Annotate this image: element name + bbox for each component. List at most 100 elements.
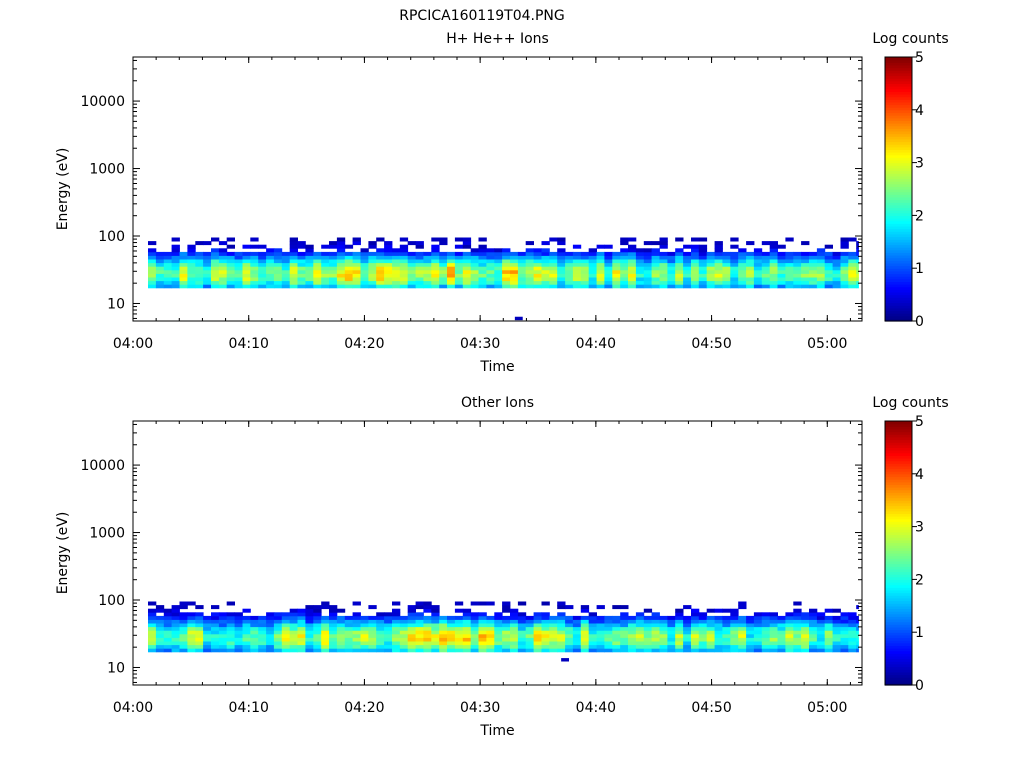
colorbar-step — [885, 62, 912, 66]
heatmap-cell — [816, 630, 826, 635]
heatmap-cell — [171, 269, 180, 274]
heatmap-cell — [628, 248, 637, 253]
heatmap-cell — [691, 637, 700, 642]
heatmap-cell — [801, 630, 810, 635]
heatmap-cell — [242, 277, 251, 282]
heatmap-cell — [211, 237, 220, 242]
x-tick-label: 05:00 — [807, 700, 847, 716]
colorbar-step — [885, 307, 912, 312]
heatmap-cell — [722, 251, 731, 256]
heatmap-cell — [824, 277, 833, 282]
heatmap-cell — [635, 280, 645, 285]
heatmap-cell — [809, 262, 818, 267]
heatmap-cell — [226, 269, 235, 274]
heatmap-cell — [250, 641, 259, 646]
heatmap-cell — [572, 244, 582, 249]
heatmap-cell — [329, 255, 338, 260]
heatmap-cell — [816, 277, 826, 282]
heatmap-cell — [415, 644, 424, 649]
heatmap-cell — [651, 630, 660, 635]
heatmap-cell — [769, 280, 778, 285]
heatmap-cell — [266, 248, 275, 253]
heatmap-cell — [344, 648, 354, 653]
heatmap-cell — [352, 255, 361, 260]
heatmap-cell — [289, 641, 298, 646]
colorbar-step — [885, 302, 912, 306]
colorbar-step — [885, 91, 912, 95]
heatmap-cell — [612, 641, 621, 646]
colorbar-step — [885, 218, 912, 222]
heatmap-cell — [478, 601, 487, 606]
colorbar-step — [885, 539, 912, 544]
heatmap-cell — [148, 248, 157, 253]
colorbar-step — [885, 579, 912, 583]
heatmap-cell — [171, 277, 180, 282]
heatmap-cell — [195, 605, 204, 610]
heatmap-cell — [517, 251, 527, 256]
heatmap-cell — [273, 251, 283, 256]
heatmap-cell — [714, 615, 723, 620]
colorbar-frame — [884, 420, 913, 686]
heatmap-cell — [281, 626, 291, 631]
heatmap-cell — [360, 284, 369, 289]
colorbar-step — [885, 550, 912, 554]
heatmap-cell — [683, 251, 692, 256]
heatmap-cell — [266, 637, 275, 642]
heatmap-cell — [163, 251, 173, 256]
heatmap-cell — [313, 605, 322, 610]
heatmap-cell — [761, 266, 771, 271]
heatmap-cell — [801, 615, 810, 620]
heatmap-cell — [809, 259, 818, 264]
heatmap-cell — [203, 255, 212, 260]
heatmap-cell — [580, 608, 590, 613]
heatmap-cell — [454, 648, 464, 653]
heatmap-cell — [439, 251, 448, 256]
heatmap-cell — [557, 641, 566, 646]
heatmap-cell — [376, 623, 385, 628]
heatmap-cell — [155, 641, 165, 646]
colorbar-step — [885, 265, 912, 269]
heatmap-cell — [801, 612, 810, 617]
colorbar-step — [885, 592, 912, 596]
heatmap-cell — [203, 619, 212, 624]
heatmap-cell — [557, 615, 566, 620]
heatmap-cell — [384, 280, 393, 285]
heatmap-cell — [329, 251, 338, 256]
heatmap-cell — [675, 251, 684, 256]
heatmap-cell — [179, 644, 188, 649]
heatmap-cell — [329, 241, 338, 246]
heatmap-cell — [769, 273, 778, 278]
heatmap-cell — [454, 619, 464, 624]
heatmap-cell — [195, 259, 204, 264]
heatmap-cell — [187, 259, 196, 264]
heatmap-cell — [423, 266, 432, 271]
heatmap-cell — [462, 648, 472, 653]
heatmap-cell — [462, 241, 472, 246]
heatmap-cell — [541, 277, 550, 282]
heatmap-cell — [848, 648, 857, 653]
heatmap-cell — [266, 262, 275, 267]
heatmap-cell — [218, 259, 228, 264]
heatmap-cell — [289, 266, 298, 271]
heatmap-cell — [801, 648, 810, 653]
heatmap-cell — [352, 251, 361, 256]
heatmap-cell — [155, 259, 165, 264]
heatmap-cell — [368, 259, 377, 264]
heatmap-cell — [502, 608, 511, 613]
heatmap-cell — [635, 648, 645, 653]
heatmap-cell — [313, 273, 322, 278]
heatmap-cell — [179, 615, 188, 620]
heatmap-cell — [454, 633, 464, 638]
heatmap-cell — [155, 648, 165, 653]
heatmap-cell — [163, 612, 173, 617]
heatmap-cell — [698, 626, 708, 631]
heatmap-cell — [502, 644, 511, 649]
heatmap-cell — [289, 633, 298, 638]
heatmap-cell — [753, 280, 763, 285]
heatmap-cell — [635, 612, 645, 617]
heatmap-cell — [557, 626, 566, 631]
heatmap-cell — [226, 641, 235, 646]
heatmap-cell — [659, 619, 668, 624]
heatmap-cell — [297, 280, 306, 285]
heatmap-cell — [572, 277, 582, 282]
